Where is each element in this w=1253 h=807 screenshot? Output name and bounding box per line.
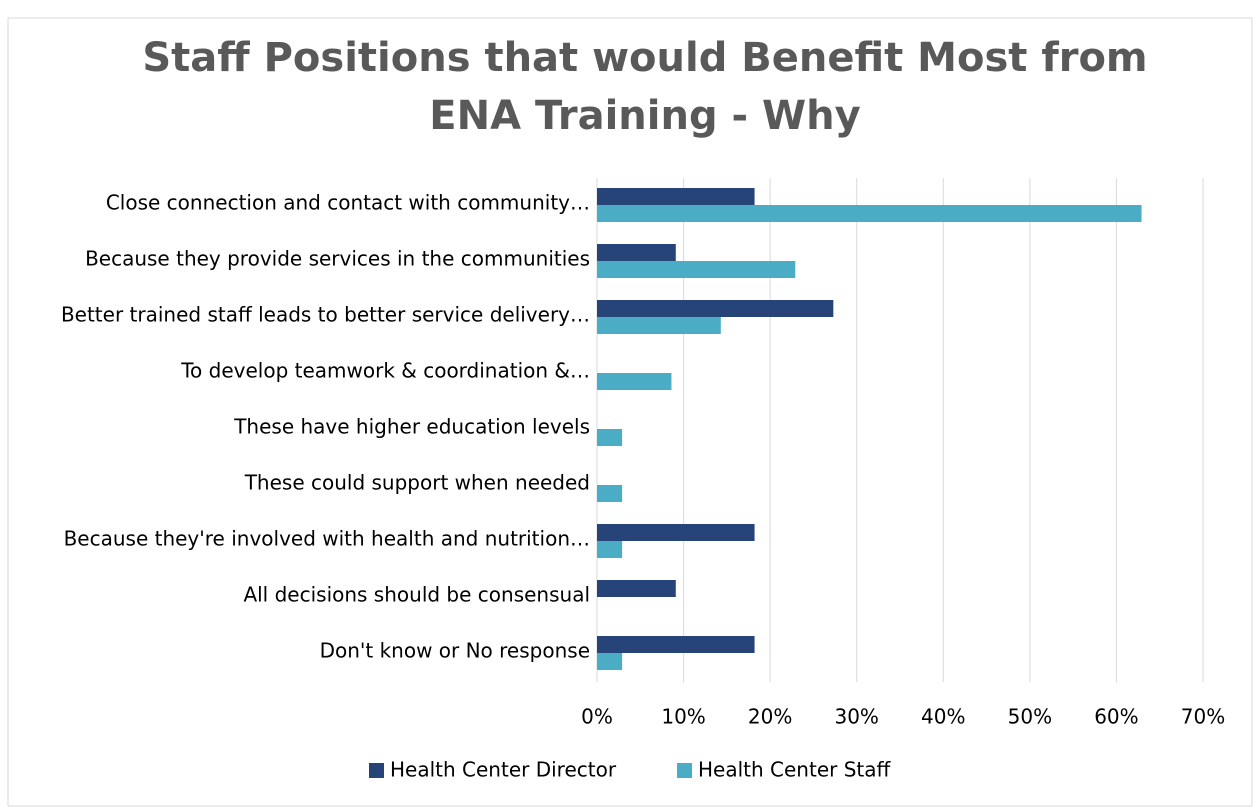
x-tick-label: 50% [1008,705,1052,729]
chart-title: Staff Positions that would Benefit Most … [142,35,1147,81]
legend-label: Health Center Staff [698,758,891,782]
y-tick-label: These have higher education levels [233,415,590,439]
legend-label: Health Center Director [390,758,617,782]
bar [597,485,623,502]
chart-title: ENA Training - Why [429,93,860,139]
y-tick-label: These could support when needed [244,471,590,495]
bar [597,653,623,670]
x-tick-label: 0% [581,705,613,729]
bar [597,188,755,205]
chart-border [7,17,1253,807]
legend-swatch [677,763,692,778]
bar [597,244,676,261]
y-tick-label: Better trained staff leads to better ser… [61,303,590,327]
bar [597,524,755,541]
y-tick-label: Don't know or No response [320,639,590,663]
bar [597,300,834,317]
bar [597,261,796,278]
y-tick-label: To develop teamwork & coordination &… [180,359,590,383]
y-tick-label: Because they're involved with health and… [64,527,590,551]
x-tick-label: 70% [1181,705,1225,729]
bar [597,429,623,446]
bar [597,580,676,597]
y-tick-label: Close connection and contact with commun… [106,191,590,215]
x-tick-label: 30% [834,705,878,729]
bar [597,373,672,390]
x-tick-label: 40% [921,705,965,729]
legend-swatch [369,763,384,778]
bar [597,541,623,558]
x-tick-label: 10% [661,705,705,729]
x-tick-label: 20% [748,705,792,729]
x-tick-label: 60% [1094,705,1138,729]
bar [597,317,721,334]
y-tick-label: All decisions should be consensual [243,583,590,607]
bar [597,636,755,653]
bar [597,205,1142,222]
y-tick-label: Because they provide services in the com… [85,247,590,271]
